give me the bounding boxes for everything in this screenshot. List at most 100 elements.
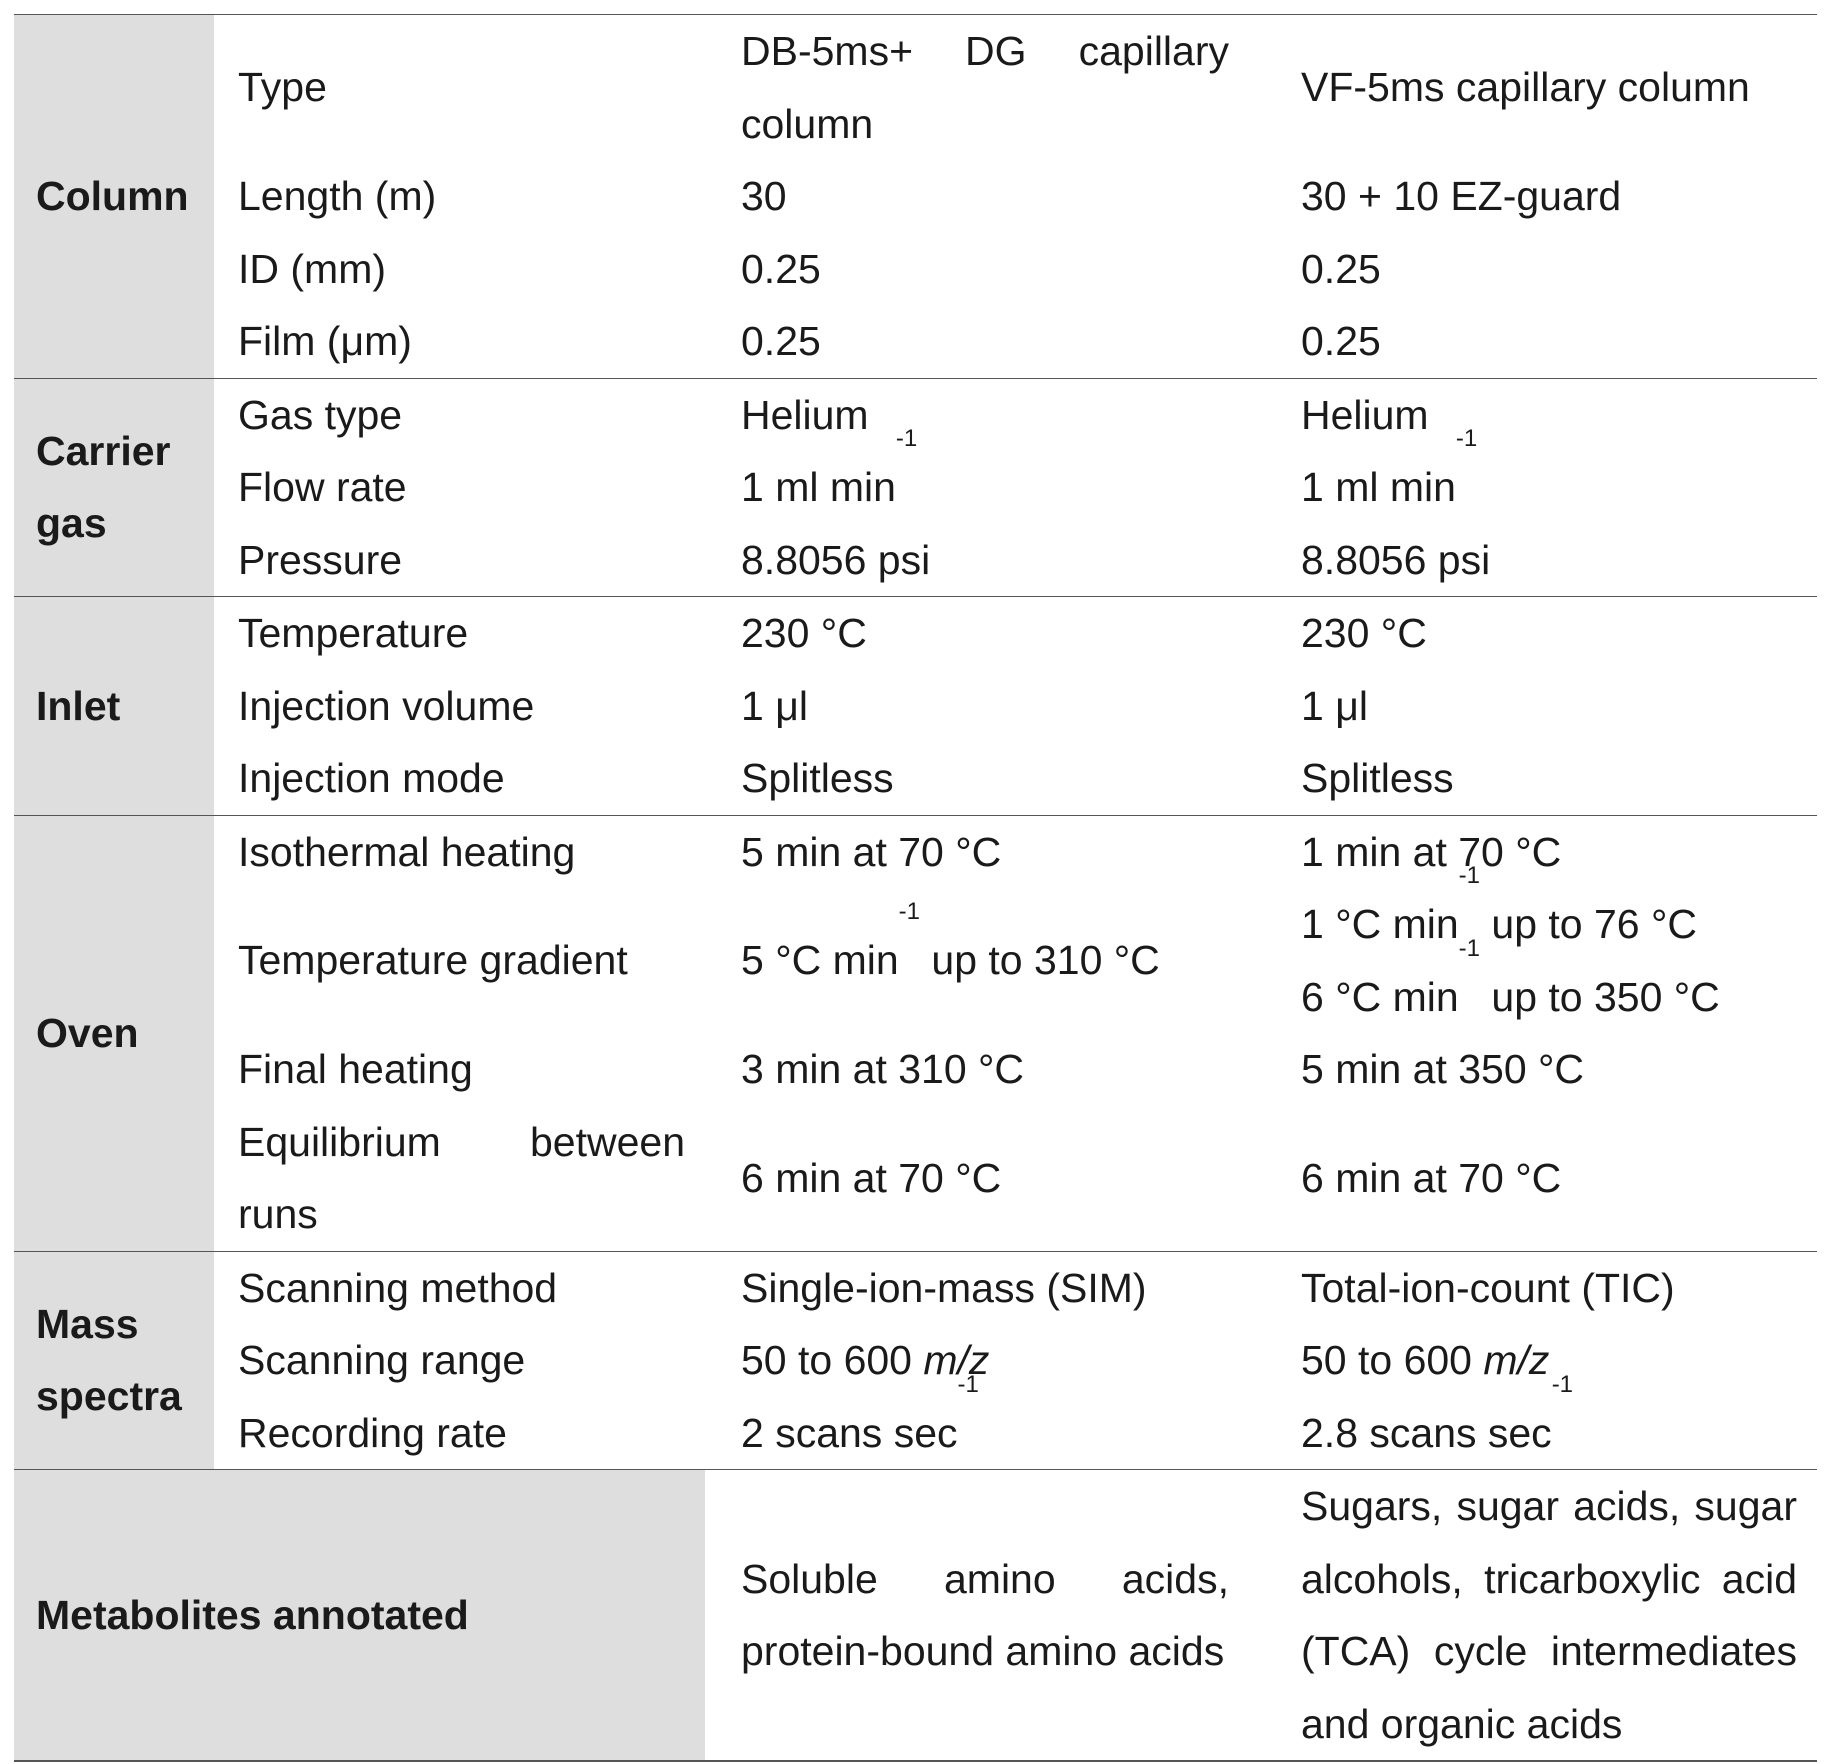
value-metabolites-1-line1: Soluble amino acids, bbox=[741, 1555, 1229, 1602]
value-temperature-gradient-2: 1 °C min-1 up to 76 °C 6 °C min -1 up to … bbox=[1265, 864, 1817, 1033]
value-recording-rate-2: 2.8 scans sec -1 bbox=[1265, 1372, 1817, 1470]
param-scanning-range: Scanning range bbox=[238, 1337, 526, 1383]
value-flow-rate-1-text: 1 ml min bbox=[741, 464, 896, 510]
value-gradient-1-pre: 5 °C min bbox=[741, 937, 899, 984]
value-gradient-2b-sup: -1 bbox=[1458, 934, 1480, 962]
value-type-2: VF-5ms capillary column bbox=[1265, 14, 1817, 160]
value-gradient-1-sup: -1 bbox=[898, 898, 920, 926]
value-length-2: 30 + 10 EZ-guard bbox=[1301, 173, 1622, 219]
value-flow-rate-2: 1 ml min -1 bbox=[1265, 427, 1817, 524]
value-scanning-range-2-text: 50 to 600 bbox=[1301, 1337, 1484, 1383]
table-row: Flow rate 1 ml min -1 1 ml min -1 bbox=[14, 427, 1817, 524]
section-label-carrier-gas-line1: Carrier bbox=[36, 427, 171, 474]
section-label-metabolites-annotated: Metabolites annotated bbox=[14, 1469, 705, 1762]
value-injection-volume-1: 1 μl bbox=[741, 682, 808, 729]
table-row: Final heating 3 min at 310 °C 5 min at 3… bbox=[14, 1033, 1817, 1106]
value-gradient-2-line1: 1 °C min-1 up to 76 °C bbox=[1301, 864, 1797, 961]
value-pressure-1: 8.8056 psi bbox=[741, 536, 931, 583]
param-pressure: Pressure bbox=[238, 536, 403, 583]
section-label-oven: Oven bbox=[14, 814, 214, 1251]
value-metabolites-2-line4: and organic acids bbox=[1301, 1700, 1623, 1747]
value-equilibrium-2: 6 min at 70 °C bbox=[1301, 1154, 1562, 1201]
table-row: Injection mode Splitless Splitless bbox=[14, 742, 1817, 815]
param-injection-volume: Injection volume bbox=[238, 682, 535, 729]
value-metabolites-1-line2: protein-bound amino acids bbox=[741, 1628, 1225, 1674]
value-recording-rate-2-text: 2.8 scans sec bbox=[1301, 1409, 1552, 1456]
value-isothermal-heating-2: 1 min at 70 °C bbox=[1265, 814, 1817, 888]
value-id-1: 0.25 bbox=[741, 245, 821, 292]
value-metabolites-2: Sugars, sugar acids, sugar alcohols, tri… bbox=[1265, 1469, 1817, 1762]
param-film: Film (μm) bbox=[238, 318, 412, 364]
table-row: Film (μm) 0.25 0.25 bbox=[14, 305, 1817, 378]
value-flow-rate-1: 1 ml min -1 bbox=[705, 427, 1265, 524]
value-equilibrium-1: 6 min at 70 °C bbox=[741, 1154, 1002, 1201]
param-final-heating: Final heating bbox=[238, 1046, 473, 1092]
param-type: Type bbox=[214, 14, 705, 160]
table-row: Oven Isothermal heating 5 min at 70 °C 1… bbox=[14, 814, 1817, 1251]
value-flow-rate-2-text: 1 ml min bbox=[1301, 464, 1456, 510]
section-label-column: Column bbox=[14, 14, 214, 378]
value-temperature-1: 230 °C bbox=[705, 596, 1265, 670]
table-row: Inlet Temperature 230 °C 230 °C bbox=[14, 596, 1817, 815]
value-metabolites-1: Soluble amino acids, protein-bound amino… bbox=[705, 1469, 1265, 1762]
table-row: ID (mm) 0.25 0.25 bbox=[14, 233, 1817, 306]
value-scanning-range-2: 50 to 600 m/z bbox=[1265, 1324, 1817, 1397]
value-scanning-range-1: 50 to 600 m/z bbox=[705, 1324, 1265, 1397]
param-isothermal-heating: Isothermal heating bbox=[214, 814, 705, 888]
value-pressure-2: 8.8056 psi bbox=[1301, 536, 1491, 583]
param-equilibrium: Equilibrium between runs bbox=[214, 1106, 705, 1252]
section-label-inlet: Inlet bbox=[14, 596, 214, 815]
param-equilibrium-line2: runs bbox=[238, 1191, 318, 1237]
table-row: Scanning range 50 to 600 m/z 50 to 600 m… bbox=[14, 1324, 1817, 1397]
param-gas-type: Gas type bbox=[214, 377, 705, 451]
table-row: Column Type DB-5ms+ DG capillary column … bbox=[14, 14, 1817, 378]
table-row: Mass spectra Scanning method Single-ion-… bbox=[14, 1250, 1817, 1470]
value-type-1-line1: DB-5ms+ DG capillary bbox=[741, 28, 1229, 74]
table-row: Equilibrium between runs 6 min at 70 °C … bbox=[14, 1106, 1817, 1252]
value-film-2: 0.25 bbox=[1301, 318, 1381, 364]
param-temperature-gradient: Temperature gradient bbox=[238, 937, 628, 984]
value-temperature-2: 230 °C bbox=[1265, 596, 1817, 670]
section-label-carrier-gas-line2: gas bbox=[36, 500, 107, 547]
value-metabolites-2-line2: alcohols, tricarboxylic acid bbox=[1301, 1555, 1797, 1602]
value-recording-rate-1-sup: -1 bbox=[957, 1370, 979, 1398]
table-row: Carrier gas Gas type Helium Helium bbox=[14, 377, 1817, 597]
value-gas-type-1: Helium bbox=[705, 377, 1265, 451]
value-gradient-2a-post: up to 76 °C bbox=[1480, 901, 1697, 947]
value-injection-mode-1: Splitless bbox=[741, 755, 894, 801]
param-recording-rate: Recording rate bbox=[238, 1409, 507, 1456]
value-scanning-method-1: Single-ion-mass (SIM) bbox=[705, 1250, 1265, 1324]
value-type-1-line2: column bbox=[741, 100, 874, 147]
table-row: Injection volume 1 μl 1 μl bbox=[14, 670, 1817, 743]
value-flow-rate-1-sup: -1 bbox=[895, 425, 918, 452]
param-scanning-method: Scanning method bbox=[214, 1250, 705, 1324]
value-metabolites-2-line1: Sugars, sugar acids, sugar bbox=[1301, 1483, 1797, 1529]
value-temperature-gradient-1: 5 °C min -1 up to 310 °C bbox=[705, 888, 1265, 1033]
value-gradient-2b-pre: 6 °C min bbox=[1301, 973, 1459, 1020]
value-flow-rate-2-sup: -1 bbox=[1455, 425, 1478, 452]
section-label-carrier-gas: Carrier gas bbox=[14, 377, 214, 597]
value-gas-type-2: Helium bbox=[1265, 377, 1817, 451]
section-label-mass-spectra-line2: spectra bbox=[36, 1373, 182, 1420]
section-label-mass-spectra: Mass spectra bbox=[14, 1250, 214, 1470]
value-injection-volume-2: 1 μl bbox=[1301, 682, 1368, 729]
value-gradient-2b-post: up to 350 °C bbox=[1480, 973, 1720, 1020]
value-film-1: 0.25 bbox=[741, 318, 821, 364]
param-length: Length (m) bbox=[238, 173, 437, 219]
value-scanning-range-1-unit: m/z bbox=[923, 1337, 990, 1383]
table-row: Recording rate 2 scans sec -1 2.8 scans s… bbox=[14, 1372, 1817, 1470]
section-label-mass-spectra-line1: Mass bbox=[36, 1300, 139, 1347]
table-row: Temperature gradient 5 °C min -1 up to 31… bbox=[14, 864, 1817, 1033]
value-recording-rate-2-sup: -1 bbox=[1551, 1370, 1574, 1398]
table-row: Metabolites annotated Soluble amino acid… bbox=[14, 1469, 1817, 1762]
value-scanning-range-1-text: 50 to 600 bbox=[741, 1337, 924, 1383]
value-length-1: 30 bbox=[741, 173, 787, 219]
gc-ms-parameters-table-page: Column Type DB-5ms+ DG capillary column … bbox=[14, 14, 1817, 1762]
value-gradient-2a-pre: 1 °C min bbox=[1301, 901, 1459, 947]
value-isothermal-heating-1: 5 min at 70 °C bbox=[705, 814, 1265, 888]
param-id: ID (mm) bbox=[238, 245, 387, 292]
value-injection-mode-2: Splitless bbox=[1301, 755, 1454, 801]
table-row: Length (m) 30 30 + 10 EZ-guard bbox=[14, 160, 1817, 233]
value-recording-rate-1: 2 scans sec -1 bbox=[705, 1372, 1265, 1470]
value-metabolites-2-line3: (TCA) cycle intermediates bbox=[1301, 1628, 1797, 1674]
